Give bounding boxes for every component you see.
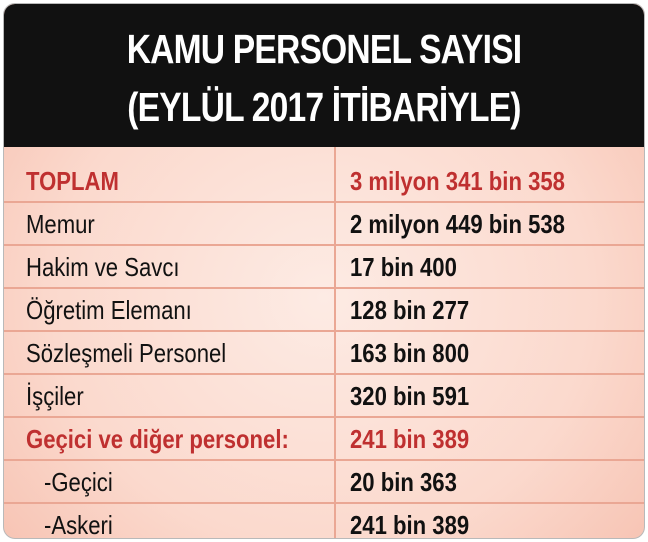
table-row-total: TOPLAM 3 milyon 341 bin 358 (4, 160, 644, 203)
row-value: 17 bin 400 (350, 252, 457, 282)
row-label: Öğretim Elemanı (26, 295, 192, 325)
table-row: İşçiler 320 bin 591 (4, 375, 644, 418)
row-value: 3 milyon 341 bin 358 (350, 166, 565, 196)
table-row: Memur 2 milyon 449 bin 538 (4, 203, 644, 246)
row-label: Memur (26, 209, 95, 239)
row-value: 2 milyon 449 bin 538 (350, 209, 565, 239)
row-value: 163 bin 800 (350, 338, 470, 368)
row-value: 320 bin 591 (350, 381, 470, 411)
row-value: 128 bin 277 (350, 295, 470, 325)
column-divider (334, 147, 336, 538)
table-row-other: Geçici ve diğer personel: 241 bin 389 (4, 418, 644, 461)
row-label: Geçici ve diğer personel: (26, 424, 289, 454)
header: KAMU PERSONEL SAYISI (EYLÜL 2017 İTİBARİ… (4, 4, 644, 147)
row-label: İşçiler (26, 381, 84, 411)
title-line-2: (EYLÜL 2017 İTİBARİYLE) (127, 84, 521, 130)
row-label: -Geçici (44, 467, 113, 497)
table-row: -Askeri 241 bin 389 (4, 504, 644, 539)
row-value: 20 bin 363 (350, 467, 457, 497)
table-row: Hakim ve Savcı 17 bin 400 (4, 246, 644, 289)
row-label: TOPLAM (26, 166, 119, 196)
table-row: -Geçici 20 bin 363 (4, 461, 644, 504)
row-label: Hakim ve Savcı (26, 252, 180, 282)
table-row: Sözleşmeli Personel 163 bin 800 (4, 332, 644, 375)
table-row: Öğretim Elemanı 128 bin 277 (4, 289, 644, 332)
title-line-1: KAMU PERSONEL SAYISI (126, 26, 522, 72)
row-value: 241 bin 389 (350, 424, 470, 454)
infographic-card: KAMU PERSONEL SAYISI (EYLÜL 2017 İTİBARİ… (3, 3, 645, 539)
personnel-table: TOPLAM 3 milyon 341 bin 358 Memur 2 milyon… (4, 160, 644, 539)
row-label: -Askeri (44, 510, 113, 539)
row-value: 241 bin 389 (350, 510, 470, 539)
row-label: Sözleşmeli Personel (26, 338, 227, 368)
